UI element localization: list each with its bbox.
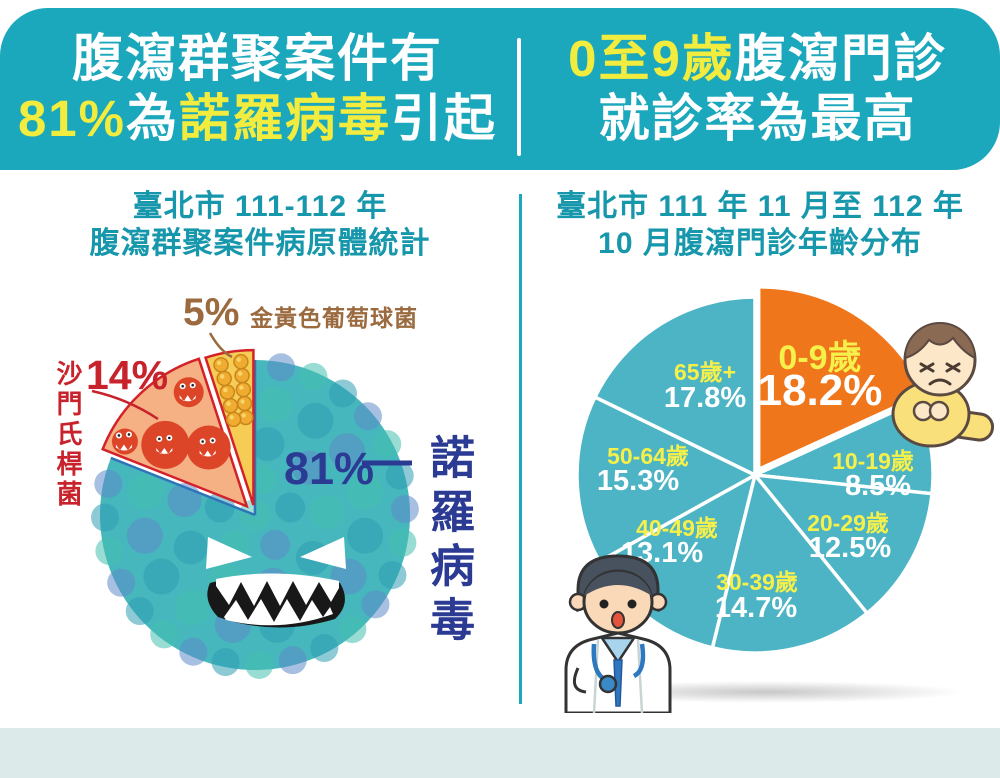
header-right-line1: 0至9歲腹瀉門診 bbox=[568, 29, 947, 87]
salmonella-pct-label: 14% bbox=[86, 352, 169, 398]
left-chart-title-line1: 臺北市 111-112 年 bbox=[132, 190, 388, 223]
center-divider bbox=[519, 194, 522, 704]
age-65plus-label: 65歲+ bbox=[673, 359, 736, 385]
doctor-illustration bbox=[564, 554, 672, 713]
left-chart-title-line2: 腹瀉群聚案件病原體統計 bbox=[89, 227, 431, 260]
staph-pct-label: 5% bbox=[183, 291, 240, 334]
header-right: 0至9歲腹瀉門診 就診率為最高 bbox=[525, 8, 990, 170]
norovirus-name-label: 諾羅病毒 bbox=[423, 434, 474, 650]
norovirus-pct-label: 81% bbox=[284, 443, 375, 494]
header-left-highlight: 諾羅病毒 bbox=[179, 90, 392, 147]
header-banner: 腹瀉群聚案件有 81%為諾羅病毒引起 0至9歲腹瀉門診 就診率為最高 bbox=[0, 8, 1000, 170]
header-divider bbox=[517, 38, 521, 156]
age-20-29-pct: 12.5% bbox=[808, 532, 892, 564]
age-0-9-pct: 18.2% bbox=[757, 366, 883, 415]
right-chart-title-line2: 10 月腹瀉門診年齡分布 bbox=[598, 227, 922, 260]
header-left-tail: 引起 bbox=[391, 90, 498, 147]
pathogen-pie-chart bbox=[91, 332, 419, 679]
salmonella-name-label: 沙門氏桿菌 bbox=[53, 360, 83, 510]
right-chart-title: 臺北市 111 年 11 月至 112 年 10 月腹瀉門診年齡分布 bbox=[530, 188, 990, 262]
header-left-pct: 81% bbox=[17, 90, 127, 147]
age-40-49-label: 40-49歲 bbox=[636, 515, 718, 541]
age-20-29-label: 20-29歲 bbox=[807, 510, 889, 536]
age-50-64-pct: 15.3% bbox=[596, 465, 680, 497]
header-left: 腹瀉群聚案件有 81%為諾羅病毒引起 bbox=[0, 8, 515, 170]
header-right-highlight: 0至9歲 bbox=[568, 29, 735, 87]
header-left-line1: 腹瀉群聚案件有 bbox=[71, 29, 443, 87]
header-right-rest: 腹瀉門診 bbox=[734, 29, 947, 87]
right-chart-title-line1: 臺北市 111 年 11 月至 112 年 bbox=[556, 190, 964, 223]
age-30-39-pct: 14.7% bbox=[714, 592, 798, 624]
staph-name-label: 金黃色葡萄球菌 bbox=[250, 305, 418, 331]
header-left-mid: 為 bbox=[126, 90, 180, 147]
footer-bar: 臺北市政府衛生局 Department of Health, Taipei Ci… bbox=[0, 728, 1000, 778]
age-0-9-label: 0-9歲 bbox=[778, 339, 862, 377]
age-65plus-pct: 17.8% bbox=[663, 382, 747, 414]
header-left-line2: 81%為諾羅病毒引起 bbox=[17, 90, 498, 147]
age-30-39-label: 30-39歲 bbox=[716, 569, 798, 595]
age-10-19-pct: 8.5% bbox=[844, 470, 912, 502]
crying-baby-illustration bbox=[891, 322, 995, 448]
header-right-line2: 就診率為最高 bbox=[598, 90, 917, 147]
age-10-19-label: 10-19歲 bbox=[832, 448, 914, 474]
age-50-64-label: 50-64歲 bbox=[607, 443, 689, 469]
left-chart-title: 臺北市 111-112 年 腹瀉群聚案件病原體統計 bbox=[20, 188, 500, 262]
